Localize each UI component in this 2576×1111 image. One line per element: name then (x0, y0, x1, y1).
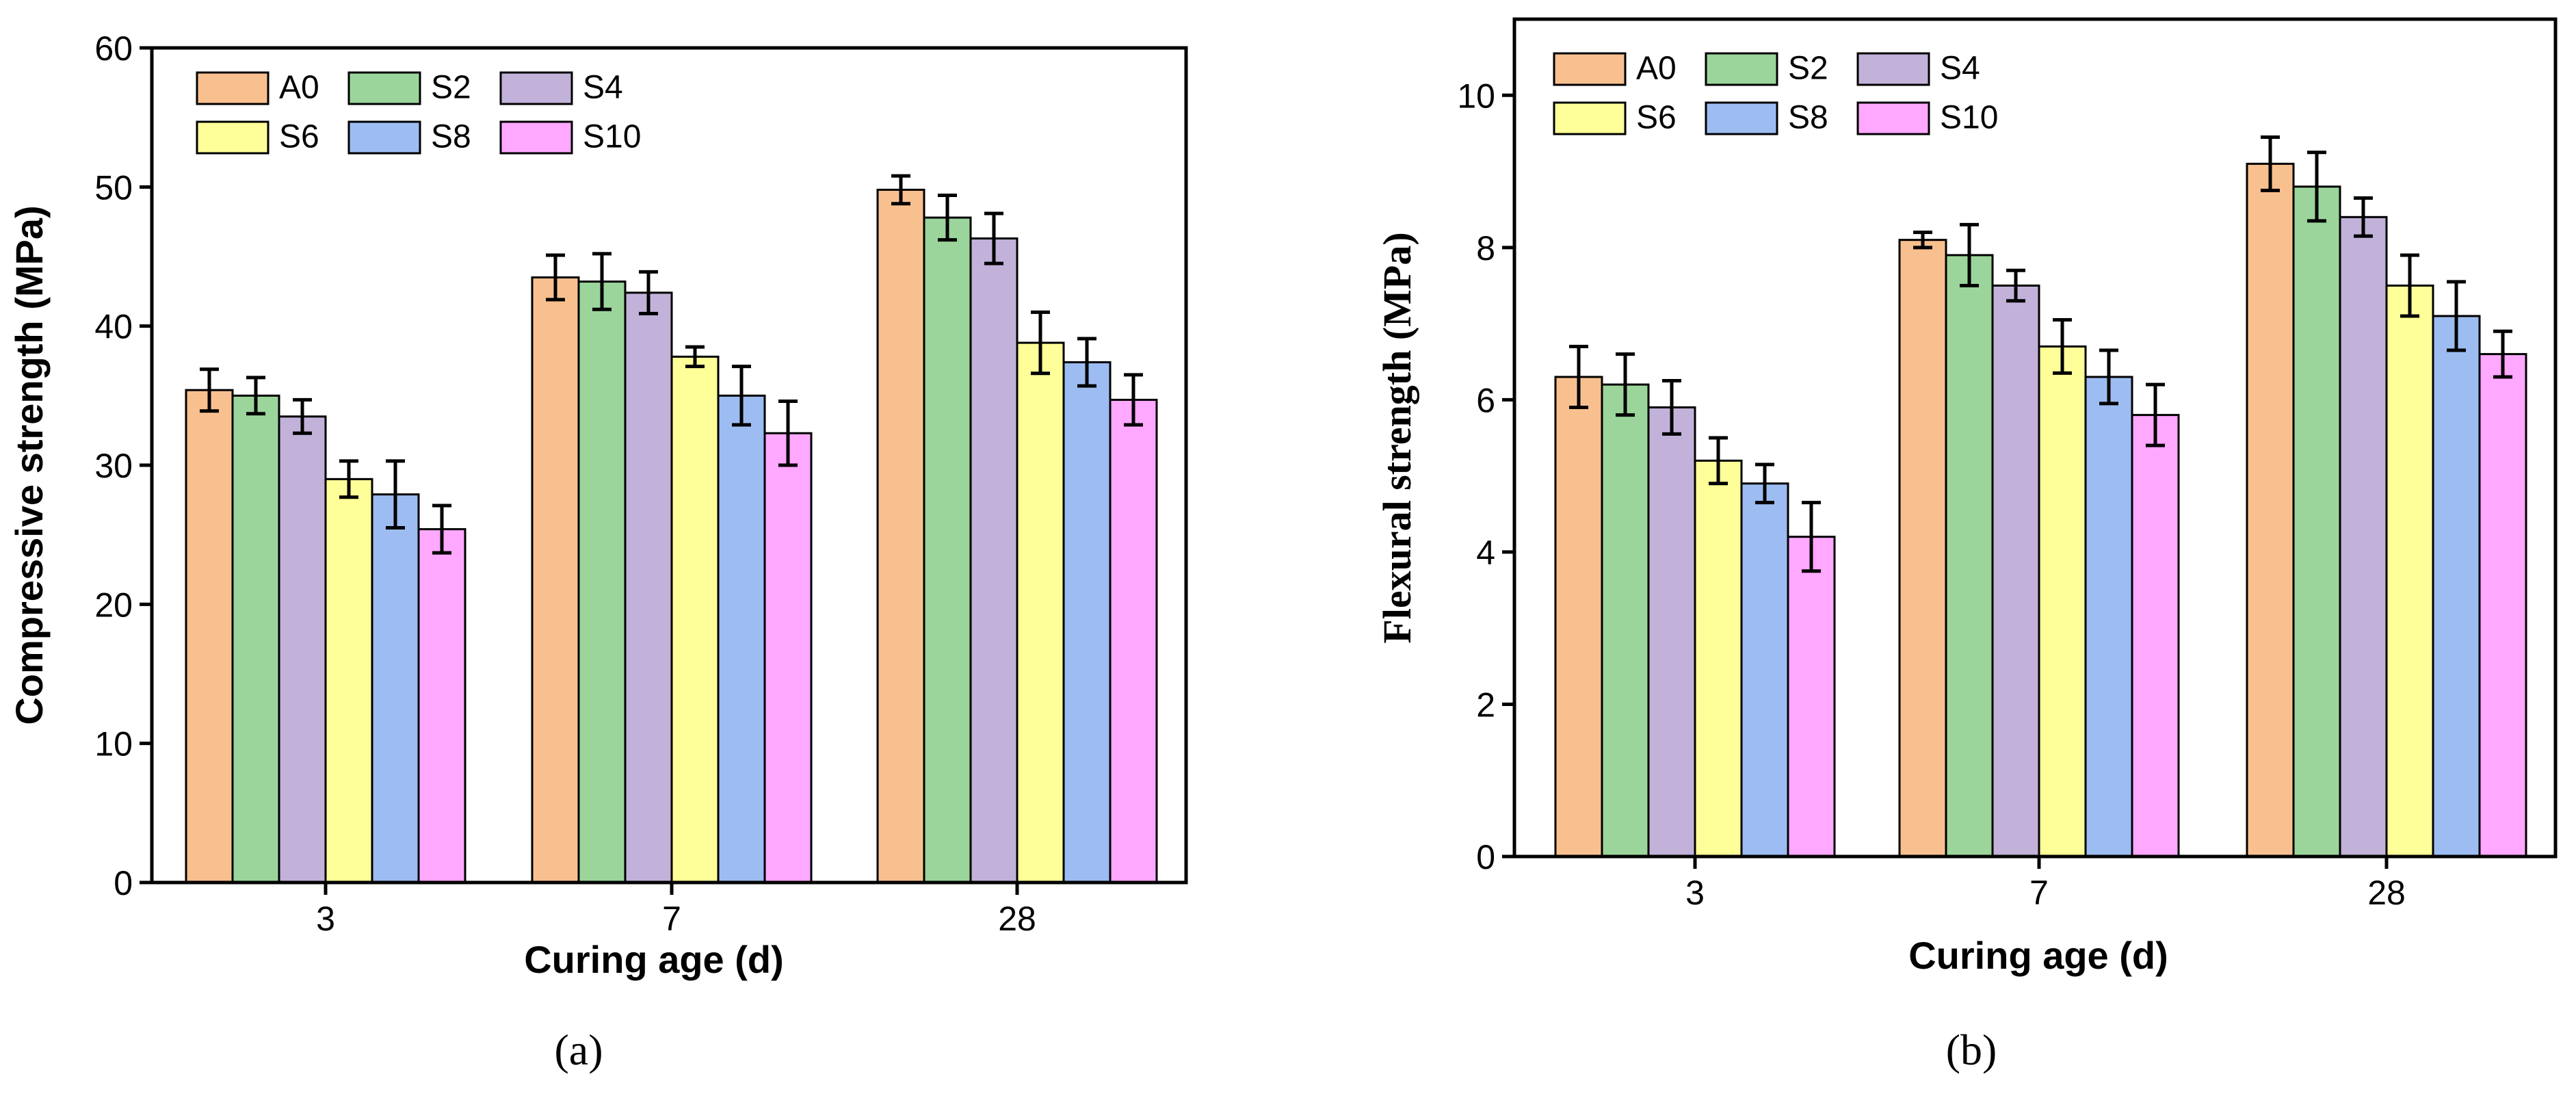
bar-s10-3d (1787, 536, 1836, 858)
y-tick-label: 50 (94, 168, 133, 207)
legend-label-s8: S8 (431, 119, 471, 155)
bar-s8-3d (371, 493, 420, 884)
bar-s4-28d (969, 237, 1018, 884)
panel-label: (a) (554, 1025, 603, 1074)
bar-s6-3d (1694, 459, 1743, 858)
legend-swatch-a0 (196, 71, 270, 105)
bar-s6-3d (324, 478, 373, 884)
y-tick-label: 0 (1476, 838, 1495, 876)
legend-label-s2: S2 (431, 70, 471, 106)
legend-label-s2: S2 (1788, 51, 1828, 87)
bar-s10-7d (763, 432, 813, 884)
x-tick-label: 7 (2029, 874, 2049, 912)
legend-swatch-s10 (499, 120, 573, 155)
legend-swatch-s2 (1705, 52, 1778, 86)
x-axis-title: Curing age (d) (524, 938, 784, 981)
legend-swatch-a0 (1553, 52, 1627, 86)
bar-s6-7d (670, 355, 720, 884)
y-tick-label: 4 (1476, 534, 1495, 572)
y-axis-title: Flexural strength (MPa) (1375, 232, 1419, 643)
bar-s6-28d (2385, 284, 2434, 858)
bar-s8-7d (717, 394, 766, 884)
legend-label-s4: S4 (1940, 51, 1980, 87)
y-tick-label: 30 (94, 447, 133, 485)
bar-s4-3d (278, 415, 327, 884)
bar-a0-3d (185, 389, 234, 884)
bar-a0-28d (2246, 162, 2295, 858)
y-tick-label: 10 (94, 725, 133, 763)
panel-b-flexural-strength-chart: 0 2 4 6 8 10 3 7 28 Curing age (d) Flexural streng… (1375, 17, 2558, 1074)
legend-swatch-s8 (347, 120, 421, 155)
y-tick-label: 60 (94, 29, 133, 68)
legend-label-a0: A0 (1636, 51, 1677, 87)
bar-a0-28d (876, 188, 925, 884)
bar-s2-28d (923, 216, 972, 884)
x-tick-label: 3 (316, 900, 335, 938)
bar-s10-28d (2478, 353, 2527, 858)
y-tick-label: 10 (1457, 77, 1495, 115)
bar-s2-28d (2292, 185, 2341, 858)
legend-swatch-s4 (1856, 52, 1930, 86)
legend-swatch-s2 (347, 71, 421, 105)
bar-s4-3d (1647, 406, 1696, 858)
bar-s2-3d (231, 394, 280, 884)
y-tick-label: 20 (94, 586, 133, 624)
legend-label-s6: S6 (279, 119, 319, 155)
bar-s8-7d (2084, 376, 2133, 858)
x-tick-label: 7 (662, 900, 681, 938)
legend-swatch-s6 (1553, 101, 1627, 135)
bar-a0-7d (1898, 239, 1947, 858)
legend-label-s4: S4 (583, 70, 623, 106)
bar-s4-7d (624, 291, 673, 884)
panel-a-compressive-strength-chart: 0 10 20 30 40 50 60 3 7 28 Curing age (d) Compressi… (8, 29, 1188, 1074)
legend-label-s6: S6 (1636, 100, 1677, 136)
bar-a0-3d (1554, 376, 1603, 858)
legend-label-s10: S10 (583, 119, 641, 155)
bar-s4-7d (1991, 284, 2040, 858)
bar-s10-7d (2131, 414, 2180, 858)
panel-label: (b) (1946, 1025, 1997, 1074)
bar-s6-7d (2038, 345, 2087, 858)
bar-s10-28d (1109, 398, 1158, 884)
bar-a0-7d (531, 276, 580, 884)
bar-s2-7d (577, 280, 627, 884)
plot-frame (1512, 17, 2558, 859)
y-tick-label: 6 (1476, 381, 1495, 419)
x-tick-label: 28 (2367, 874, 2406, 912)
x-tick-label: 3 (1685, 874, 1705, 912)
bar-s8-3d (1740, 482, 1789, 858)
legend-swatch-s10 (1856, 101, 1930, 135)
y-tick-label: 40 (94, 308, 133, 346)
legend-label-a0: A0 (279, 70, 319, 106)
legend-swatch-s6 (196, 120, 270, 155)
bar-s8-28d (2432, 315, 2481, 858)
x-tick-label: 28 (998, 900, 1036, 938)
legend-swatch-s4 (499, 71, 573, 105)
legend-label-s8: S8 (1788, 100, 1828, 136)
y-axis-title: Compressive strength (MPa) (8, 205, 51, 724)
legend-swatch-s8 (1705, 101, 1778, 135)
bar-s2-3d (1601, 383, 1650, 858)
bar-s6-28d (1016, 341, 1065, 884)
legend-label-s10: S10 (1940, 100, 1998, 136)
y-tick-label: 2 (1476, 685, 1495, 724)
bar-s2-7d (1945, 254, 1994, 858)
bar-s8-28d (1062, 361, 1112, 884)
bar-s4-28d (2339, 215, 2388, 858)
x-axis-title: Curing age (d) (1908, 934, 2168, 977)
y-tick-label: 8 (1476, 229, 1495, 267)
bar-s10-3d (417, 528, 466, 884)
y-tick-label: 0 (114, 864, 133, 902)
